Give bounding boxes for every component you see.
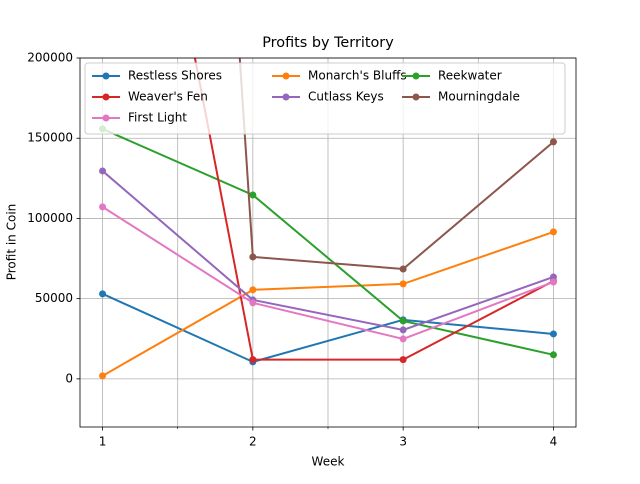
data-point: [399, 265, 407, 273]
series-line: [101, 170, 554, 331]
series-line: [238, 58, 555, 271]
series-line: [102, 206, 554, 340]
data-point: [399, 280, 407, 288]
legend-label: Weaver's Fen: [128, 90, 208, 104]
y-tick-label: 200000: [27, 51, 73, 65]
data-point: [549, 228, 557, 236]
data-point: [549, 351, 557, 359]
x-tick-label: 1: [99, 435, 107, 449]
legend-marker: [282, 72, 290, 80]
legend-marker: [412, 93, 420, 101]
data-point: [249, 253, 257, 261]
chart-title: Profits by Territory: [262, 35, 394, 51]
data-point: [399, 356, 407, 364]
legend-label: First Light: [128, 111, 187, 125]
legend: Restless Shores Monarch's Bluffs Reekwater…: [84, 62, 566, 135]
legend-marker: [102, 114, 110, 122]
x-axis-label: Week: [312, 455, 345, 469]
legend-marker: [282, 93, 290, 101]
axes-frame: [79, 57, 577, 428]
data-point: [249, 286, 257, 294]
data-point: [549, 330, 557, 338]
data-point: [249, 299, 257, 307]
data-point: [549, 273, 557, 281]
plot-area: [99, 58, 557, 380]
data-point: [99, 167, 107, 175]
data-point: [99, 203, 107, 211]
y-tick-label: 150000: [27, 131, 73, 145]
data-point: [249, 356, 257, 364]
y-tick-label: 0: [65, 371, 73, 385]
data-point: [549, 138, 557, 146]
legend-label: Restless Shores: [128, 69, 222, 83]
legend-marker: [412, 72, 420, 80]
series-line: [193, 58, 554, 361]
data-point: [399, 335, 407, 343]
legend-label: Monarch's Bluffs: [308, 69, 407, 83]
y-tick-label: 100000: [27, 211, 73, 225]
legend-label: Cutlass Keys: [308, 90, 384, 104]
series-line: [102, 230, 554, 377]
data-point: [549, 278, 557, 286]
y-axis-label: Profit in Coin: [5, 204, 19, 281]
legend-marker: [102, 72, 110, 80]
series-line: [102, 292, 554, 363]
x-tick-label: 3: [399, 435, 407, 449]
data-point: [399, 326, 407, 334]
data-point: [249, 191, 257, 199]
data-point: [99, 372, 107, 380]
data-point: [399, 317, 407, 325]
series-line: [102, 127, 554, 356]
y-tick-label: 50000: [35, 291, 73, 305]
data-point: [99, 290, 107, 298]
legend-label: Reekwater: [438, 69, 502, 83]
legend-label: Mourningdale: [438, 90, 520, 104]
legend-box: [84, 62, 566, 135]
x-tick-label: 2: [249, 435, 257, 449]
legend-marker: [102, 93, 110, 101]
x-tick-label: 4: [550, 435, 558, 449]
